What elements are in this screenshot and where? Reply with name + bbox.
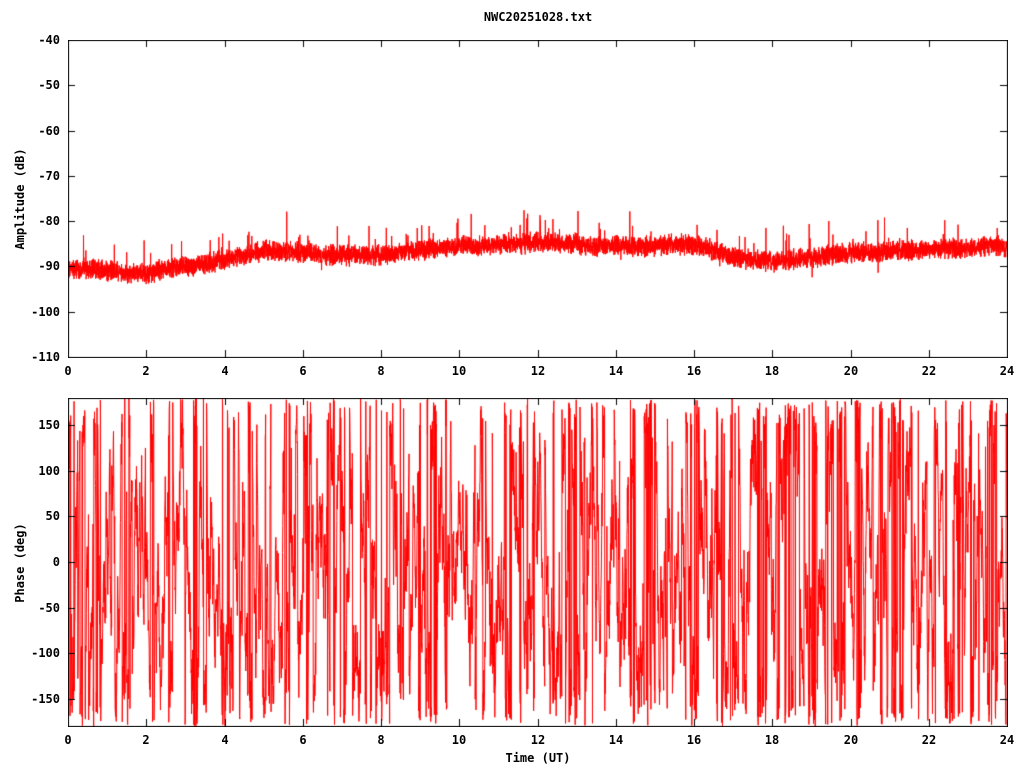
tick-label: 18 <box>764 733 780 747</box>
tick-label: 8 <box>377 733 385 747</box>
amplitude-y-axis-label: Amplitude (dB) <box>13 148 27 250</box>
tick-label: 14 <box>608 364 624 378</box>
tick-label: 2 <box>142 364 150 378</box>
tick-label: 4 <box>221 733 229 747</box>
tick-label: 6 <box>299 364 307 378</box>
tick-label: -150 <box>31 692 60 706</box>
tick-label: -90 <box>38 259 60 273</box>
tick-label: -60 <box>38 124 60 138</box>
tick-label: -50 <box>38 78 60 92</box>
tick-label: 24 <box>999 733 1015 747</box>
tick-label: -40 <box>38 33 60 47</box>
tick-label: 20 <box>843 733 859 747</box>
tick-label: 12 <box>530 364 546 378</box>
tick-label: 18 <box>764 364 780 378</box>
tick-label: -100 <box>31 646 60 660</box>
tick-label: 10 <box>451 364 467 378</box>
tick-label: 0 <box>64 733 72 747</box>
tick-label: 22 <box>921 364 937 378</box>
chart-title: NWC20251028.txt <box>483 10 593 24</box>
tick-label: 16 <box>686 733 702 747</box>
tick-label: -50 <box>38 601 60 615</box>
tick-label: 10 <box>451 733 467 747</box>
tick-label: -110 <box>31 350 60 364</box>
phase-plot-canvas <box>68 398 1008 727</box>
tick-label: 24 <box>999 364 1015 378</box>
tick-label: 12 <box>530 733 546 747</box>
tick-label: -70 <box>38 169 60 183</box>
tick-label: 22 <box>921 733 937 747</box>
amplitude-plot-canvas <box>68 40 1008 358</box>
tick-label: 0 <box>64 364 72 378</box>
tick-label: 6 <box>299 733 307 747</box>
tick-label: 4 <box>221 364 229 378</box>
tick-label: 50 <box>45 509 60 523</box>
tick-label: 8 <box>377 364 385 378</box>
tick-label: 16 <box>686 364 702 378</box>
tick-label: 2 <box>142 733 150 747</box>
tick-label: 0 <box>52 555 60 569</box>
tick-label: -80 <box>38 214 60 228</box>
tick-label: 100 <box>38 464 60 478</box>
tick-label: 14 <box>608 733 624 747</box>
time-x-axis-label: Time (UT) <box>505 751 571 765</box>
tick-label: 150 <box>38 418 60 432</box>
tick-label: -100 <box>31 305 60 319</box>
tick-label: 20 <box>843 364 859 378</box>
